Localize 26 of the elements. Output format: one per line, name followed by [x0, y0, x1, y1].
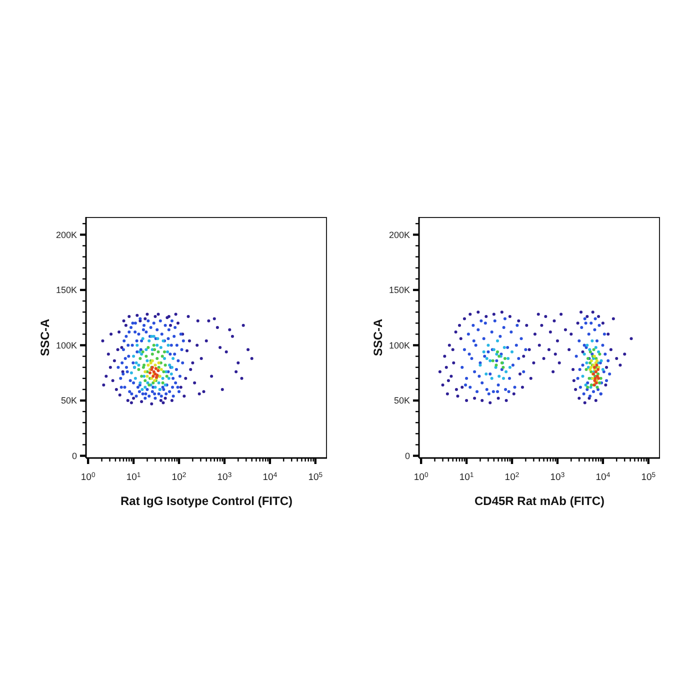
y-tick-label: 0 — [72, 450, 77, 461]
x-axis-title: CD45R Rat mAb (FITC) — [474, 494, 605, 508]
y-tick-label: 150K — [56, 285, 77, 296]
x-tick-label: 10$^{3}$ — [217, 472, 232, 483]
y-tick-label: 150K — [388, 285, 410, 296]
x-tick-label: 10$^{1}$ — [126, 472, 141, 483]
x-tick-label: 10$^{1}$ — [459, 472, 474, 483]
y-tick-label: 50K — [394, 396, 410, 406]
x-axis-title: Rat IgG Isotype Control (FITC) — [120, 494, 292, 508]
y-tick-label: 0 — [404, 450, 410, 461]
y-axis-title: SSC-A — [371, 318, 386, 356]
x-tick-label: 10$^{5}$ — [641, 472, 656, 483]
y-axis-title: SSC-A — [38, 318, 52, 356]
y-tick-label: 200K — [56, 230, 77, 240]
x-tick-label: 10$^{3}$ — [550, 472, 565, 483]
x-tick-label: 10$^{0}$ — [80, 472, 96, 483]
x-tick-label: 10$^{4}$ — [596, 472, 610, 483]
x-tick-label: 10$^{4}$ — [262, 472, 278, 483]
y-tick-label: 200K — [388, 230, 410, 240]
y-tick-label: 100K — [56, 340, 77, 350]
x-tick-label: 10$^{0}$ — [414, 472, 428, 483]
x-tick-label: 10$^{2}$ — [172, 472, 186, 483]
x-tick-label: 10$^{5}$ — [308, 472, 323, 483]
x-tick-label: 10$^{2}$ — [504, 472, 520, 483]
y-tick-label: 100K — [388, 340, 410, 350]
y-tick-label: 50K — [60, 396, 77, 406]
